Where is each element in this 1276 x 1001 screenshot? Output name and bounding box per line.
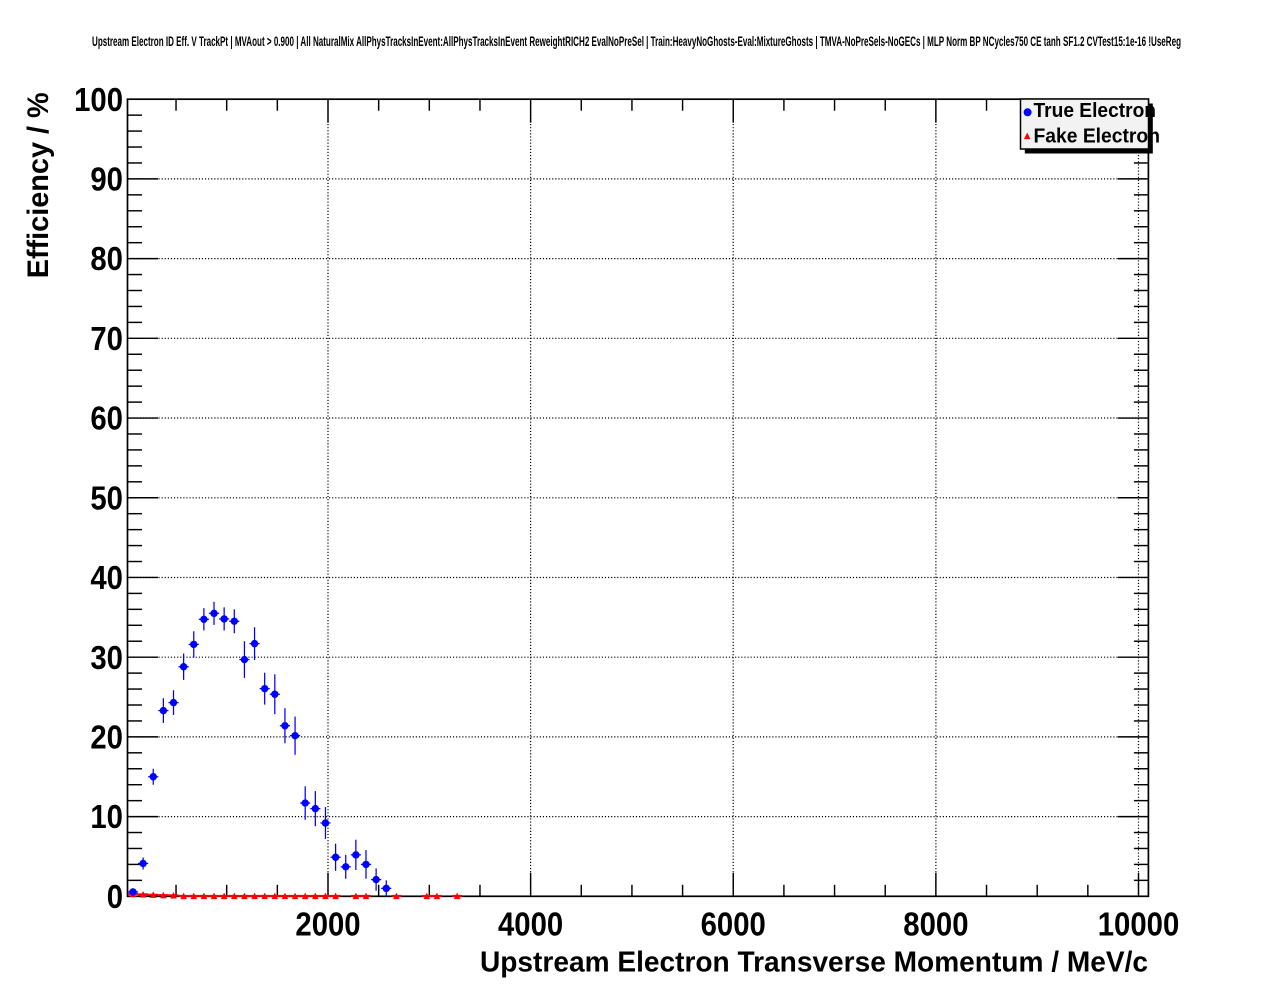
svg-text:Upstream Electron Transverse M: Upstream Electron Transverse Momentum / … [480, 947, 1148, 979]
svg-text:10000: 10000 [1098, 906, 1180, 943]
svg-text:True Electron: True Electron [1034, 100, 1157, 122]
svg-text:20: 20 [90, 719, 123, 756]
svg-text:0: 0 [107, 878, 123, 915]
svg-text:50: 50 [90, 479, 123, 516]
svg-text:Fake Electron: Fake Electron [1034, 125, 1161, 147]
svg-text:40: 40 [90, 559, 123, 596]
svg-text:Efficiency / %: Efficiency / % [22, 92, 55, 278]
svg-text:30: 30 [90, 639, 123, 676]
svg-text:60: 60 [90, 400, 123, 437]
svg-text:80: 80 [90, 240, 123, 277]
svg-text:70: 70 [90, 320, 123, 357]
svg-text:2000: 2000 [295, 906, 360, 943]
svg-text:4000: 4000 [498, 906, 563, 943]
svg-text:100: 100 [74, 81, 123, 118]
svg-text:8000: 8000 [903, 906, 968, 943]
svg-text:Upstream Electron ID Eff. V Tr: Upstream Electron ID Eff. V TrackPt | MV… [92, 34, 1181, 49]
svg-text:90: 90 [90, 161, 123, 198]
svg-text:10: 10 [90, 798, 123, 835]
svg-text:6000: 6000 [701, 906, 766, 943]
